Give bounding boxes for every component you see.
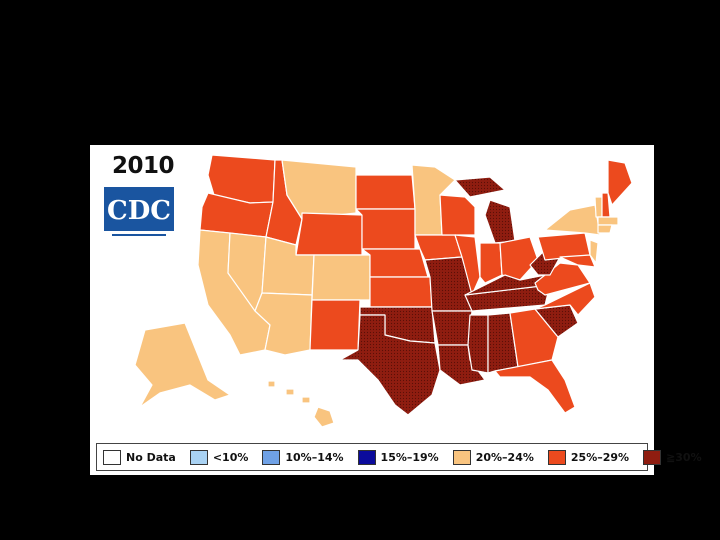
- state-south-dakota: [355, 208, 416, 250]
- legend: No Data <10% 10%–14% 15%–19% 20%–24% 25%…: [96, 443, 702, 471]
- state-colorado: [311, 254, 371, 301]
- legend-item-10-14: 10%–14%: [262, 449, 344, 465]
- map-year: 2010: [112, 153, 175, 179]
- legend-item-25-29: 25%–29%: [547, 449, 630, 465]
- state-wisconsin: [439, 194, 476, 236]
- state-arkansas: [431, 310, 473, 346]
- legend-item-15-19: 15%–19%: [357, 449, 439, 465]
- legend-swatch: [452, 449, 471, 465]
- cdc-logo-text: CDC: [107, 196, 171, 226]
- state-massachusetts: [597, 216, 619, 226]
- state-indiana: [479, 242, 503, 284]
- state-ohio: [499, 236, 539, 281]
- state-hawaii-kauai: [267, 380, 276, 388]
- legend-item-gte30: ≧30%: [643, 449, 702, 465]
- legend-label: 25%–29%: [570, 450, 630, 464]
- cdc-logo: CDC: [104, 187, 174, 236]
- state-nebraska: [361, 248, 429, 278]
- legend-swatch: [547, 449, 566, 465]
- legend-label: 20%–24%: [475, 450, 534, 464]
- legend-swatch: [643, 449, 662, 465]
- legend-swatch: [262, 449, 281, 465]
- state-illinois: [454, 234, 481, 296]
- state-wyoming: [295, 212, 363, 256]
- state-michigan-upper: [454, 176, 506, 198]
- legend-item-lt10: <10%: [189, 449, 249, 465]
- state-kansas: [369, 276, 433, 308]
- state-hawaii-oahu: [285, 388, 295, 396]
- legend-label: <10%: [212, 450, 249, 464]
- legend-item-20-24: 20%–24%: [452, 449, 534, 465]
- state-michigan: [484, 199, 516, 244]
- state-maine: [607, 159, 633, 206]
- legend-item-no-data: No Data: [103, 449, 176, 465]
- state-alaska: [134, 322, 231, 408]
- legend-label: 10%–14%: [285, 450, 344, 464]
- state-hawaii-big-island: [313, 406, 335, 428]
- state-north-dakota: [355, 174, 416, 210]
- legend-label: 15%–19%: [380, 450, 439, 464]
- state-new-mexico: [309, 299, 361, 351]
- state-vermont: [594, 196, 603, 218]
- state-mississippi: [467, 314, 489, 374]
- legend-label: No Data: [126, 450, 176, 464]
- state-hawaii-maui: [301, 396, 311, 404]
- state-new-york: [544, 204, 601, 236]
- state-virginia: [534, 262, 591, 296]
- legend-swatch: [189, 449, 208, 465]
- state-florida: [494, 359, 576, 414]
- state-texas: [339, 314, 441, 416]
- map-panel: 2010 CDC No Data <10% 10%–14% 15%–19% 20…: [90, 145, 702, 475]
- us-obesity-map: [134, 154, 633, 428]
- state-maryland: [559, 254, 596, 268]
- state-georgia: [509, 308, 559, 368]
- legend-label: ≧30%: [666, 450, 702, 464]
- state-new-jersey: [589, 239, 599, 264]
- legend-swatch: [357, 449, 376, 465]
- legend-swatch: [103, 449, 121, 465]
- state-connecticut: [597, 224, 613, 234]
